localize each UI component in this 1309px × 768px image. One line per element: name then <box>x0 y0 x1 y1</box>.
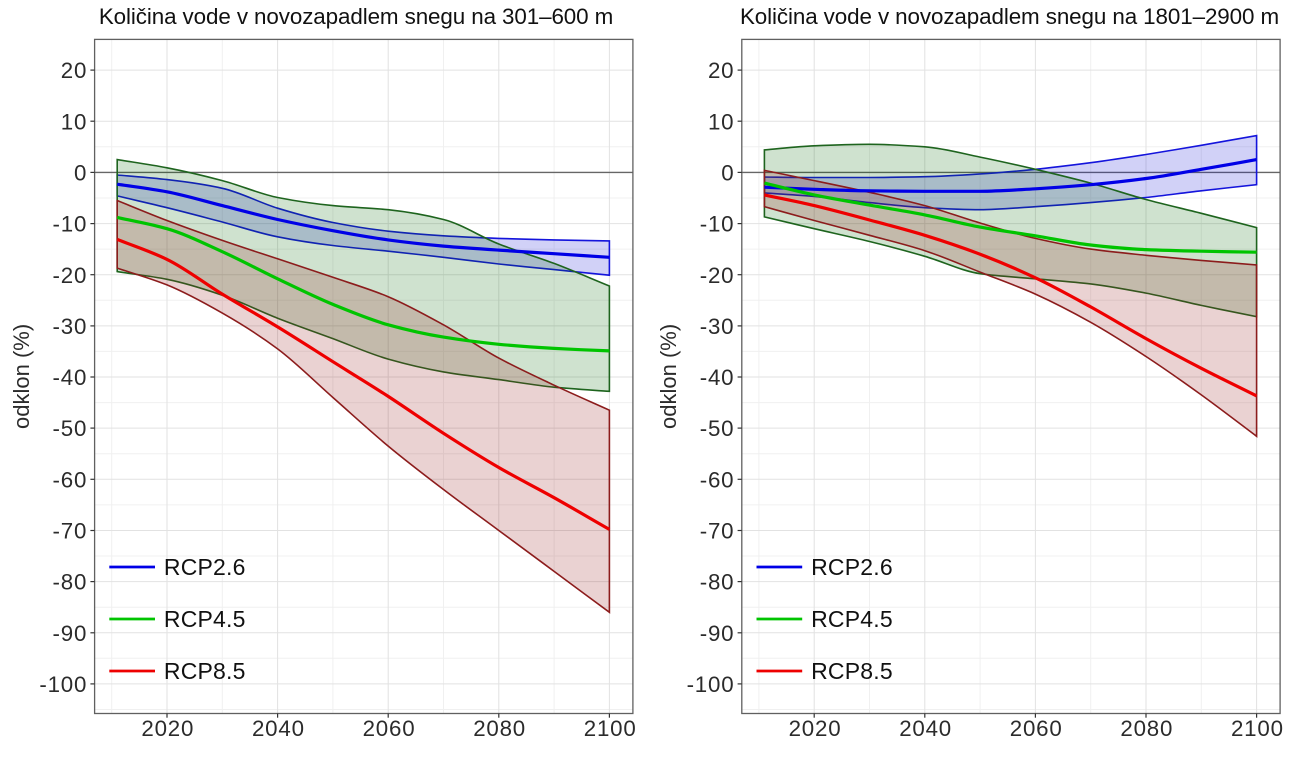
svg-text:-20: -20 <box>53 263 88 288</box>
svg-text:odklon (%): odklon (%) <box>656 324 681 429</box>
svg-text:RCP8.5: RCP8.5 <box>164 658 246 684</box>
svg-text:2040: 2040 <box>899 716 952 741</box>
svg-text:odklon (%): odklon (%) <box>9 324 34 429</box>
svg-text:-60: -60 <box>700 467 735 492</box>
svg-text:Količina vode v novozapadlem s: Količina vode v novozapadlem snegu na 30… <box>99 4 613 29</box>
svg-text:RCP4.5: RCP4.5 <box>811 606 893 632</box>
svg-text:2020: 2020 <box>141 716 194 741</box>
svg-text:-20: -20 <box>700 263 735 288</box>
svg-text:-10: -10 <box>53 212 88 237</box>
svg-text:2080: 2080 <box>1120 716 1173 741</box>
svg-text:-90: -90 <box>700 621 735 646</box>
svg-text:2080: 2080 <box>473 716 526 741</box>
svg-text:-80: -80 <box>53 570 88 595</box>
svg-text:-30: -30 <box>700 314 735 339</box>
svg-text:-40: -40 <box>700 365 735 390</box>
svg-text:Količina vode v novozapadlem s: Količina vode v novozapadlem snegu na 18… <box>740 4 1279 29</box>
svg-text:2060: 2060 <box>1010 716 1063 741</box>
svg-text:-30: -30 <box>53 314 88 339</box>
svg-text:0: 0 <box>74 161 87 186</box>
svg-text:2040: 2040 <box>252 716 305 741</box>
svg-text:20: 20 <box>61 58 87 83</box>
svg-text:-10: -10 <box>700 212 735 237</box>
svg-text:2060: 2060 <box>363 716 416 741</box>
svg-text:-80: -80 <box>700 570 735 595</box>
svg-text:-70: -70 <box>700 519 735 544</box>
svg-text:-90: -90 <box>53 621 88 646</box>
svg-text:-40: -40 <box>53 365 88 390</box>
svg-text:20: 20 <box>708 58 734 83</box>
svg-text:-70: -70 <box>53 519 88 544</box>
svg-text:-50: -50 <box>700 416 735 441</box>
svg-text:2100: 2100 <box>1231 716 1284 741</box>
svg-text:-50: -50 <box>53 416 88 441</box>
svg-text:-100: -100 <box>687 672 735 697</box>
svg-text:RCP2.6: RCP2.6 <box>811 554 893 580</box>
svg-text:2100: 2100 <box>584 716 637 741</box>
svg-text:-60: -60 <box>53 467 88 492</box>
svg-text:0: 0 <box>721 161 734 186</box>
svg-text:10: 10 <box>61 109 87 134</box>
svg-text:10: 10 <box>708 109 734 134</box>
svg-text:RCP2.6: RCP2.6 <box>164 554 246 580</box>
svg-text:2020: 2020 <box>789 716 842 741</box>
svg-text:RCP8.5: RCP8.5 <box>811 658 893 684</box>
svg-text:-100: -100 <box>39 672 87 697</box>
svg-text:RCP4.5: RCP4.5 <box>164 606 246 632</box>
